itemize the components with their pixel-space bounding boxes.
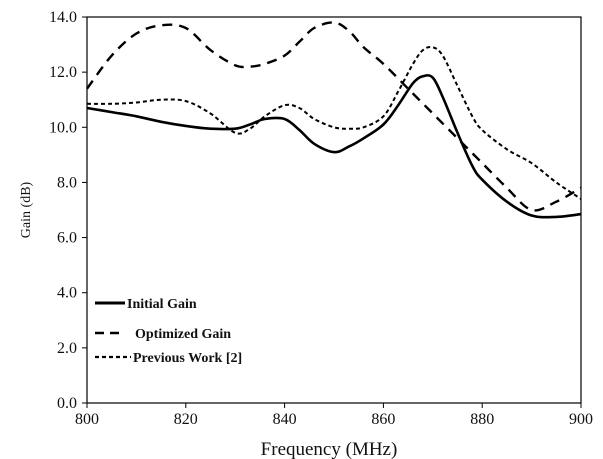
y-tick-label: 6.0 bbox=[57, 230, 77, 247]
y-tick-label: 14.0 bbox=[49, 9, 77, 26]
x-tick-label: 840 bbox=[273, 411, 297, 428]
y-axis-label: Gain (dB) bbox=[19, 181, 34, 238]
y-tick-label: 8.0 bbox=[57, 174, 77, 191]
y-tick-label: 10.0 bbox=[49, 119, 77, 136]
x-axis-label: Frequency (MHz) bbox=[261, 439, 398, 459]
tick-labels: 800 820 840 860 880 900 0.0 2.0 4.0 6.0 8.0 10.0 12.… bbox=[49, 9, 593, 428]
legend: Initial Gain Optimized Gain Previous Wor… bbox=[95, 297, 242, 366]
legend-label-optimized-gain: Optimized Gain bbox=[135, 327, 231, 342]
plot-frame bbox=[86, 16, 582, 404]
series-line-initial-gain bbox=[86, 74, 582, 219]
y-tick-label: 4.0 bbox=[57, 285, 77, 302]
legend-label-initial-gain: Initial Gain bbox=[127, 297, 197, 312]
series-line-previous-work-2 bbox=[86, 45, 582, 200]
series-lines bbox=[86, 21, 582, 219]
y-tick-label: 0.0 bbox=[57, 395, 77, 412]
x-tick-label: 860 bbox=[371, 411, 395, 428]
x-tick-label: 880 bbox=[470, 411, 494, 428]
plot-area bbox=[86, 16, 582, 404]
series-line-optimized-gain bbox=[86, 21, 582, 212]
x-tick-label: 900 bbox=[569, 411, 593, 428]
x-tick-label: 820 bbox=[174, 411, 198, 428]
y-tick-label: 12.0 bbox=[49, 64, 77, 81]
y-tick-label: 2.0 bbox=[57, 340, 77, 357]
x-tick-label: 800 bbox=[75, 411, 99, 428]
legend-label-previous-work: Previous Work [2] bbox=[133, 351, 242, 366]
